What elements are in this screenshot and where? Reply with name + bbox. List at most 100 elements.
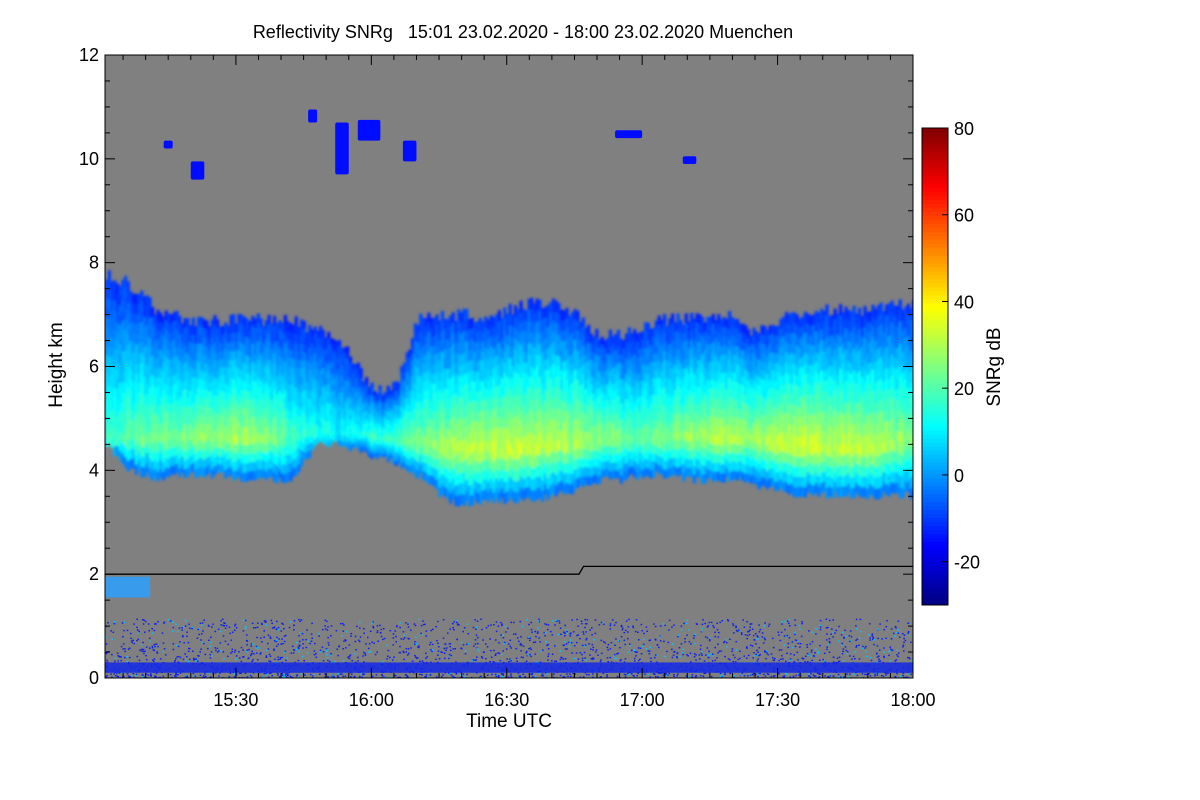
cloud-cell (400, 462, 404, 469)
cloud-cell (708, 361, 713, 372)
cloud-cell (725, 406, 729, 416)
cloud-cell (776, 344, 780, 354)
cloud-cell (167, 413, 171, 423)
cloud-cell (733, 372, 737, 382)
cloud-cell (438, 398, 442, 410)
cloud-cell (719, 409, 724, 420)
cloud-cell (700, 436, 705, 447)
cloud-cell (378, 420, 382, 425)
cloud-cell (432, 345, 437, 356)
cloud-cell (763, 441, 767, 452)
cloud-cell (175, 436, 179, 446)
cloud-cell (365, 427, 369, 432)
cloud-cell (348, 440, 353, 446)
cloud-cell (757, 462, 762, 473)
cloud-cell (378, 424, 382, 429)
cloud-cell (259, 398, 263, 408)
cloud-cell (259, 407, 263, 417)
cloud-cell (197, 414, 201, 424)
cloud-cell (681, 393, 686, 404)
cloud-cell (389, 416, 393, 421)
cloud-cell (346, 397, 350, 404)
cloud-cell (386, 448, 390, 454)
cloud-cell (578, 330, 583, 341)
cloud-cell (578, 448, 583, 459)
cloud-cell (497, 320, 502, 333)
cloud-cell (681, 367, 686, 378)
cloud-cell (367, 417, 372, 423)
cloud-cell (692, 409, 697, 420)
cloud-cell (132, 390, 136, 401)
cloud-cell (188, 439, 193, 449)
cloud-cell (486, 329, 491, 341)
cloud-cell (549, 430, 553, 443)
cloud-cell (253, 408, 258, 418)
cloud-cell (638, 395, 642, 405)
cloud-cell (749, 417, 753, 427)
cloud-cell (481, 410, 485, 422)
cloud-cell (278, 425, 282, 435)
cloud-cell (508, 433, 512, 445)
cloud-cell (744, 429, 748, 440)
cloud-cell (329, 361, 334, 369)
cloud-cell (730, 389, 734, 400)
cloud-cell (508, 476, 512, 488)
cloud-cell (635, 422, 640, 432)
cloud-cell (145, 452, 149, 463)
cloud-cell (465, 415, 469, 427)
cloud-cell (327, 434, 331, 442)
cloud-cell (262, 459, 266, 469)
cloud-cell (381, 408, 385, 413)
cloud-cell (733, 443, 737, 453)
cloud-cell (603, 370, 607, 379)
cloud-cell (684, 431, 688, 441)
cloud-cell (218, 342, 223, 352)
cloud-cell (711, 397, 715, 408)
cloud-cell (679, 371, 683, 381)
cloud-cell (660, 465, 664, 475)
cloud-cell (459, 386, 464, 399)
cloud-cell (421, 443, 426, 454)
cloud-cell (408, 390, 412, 398)
cloud-cell (405, 424, 409, 432)
cloud-cell (115, 293, 120, 304)
cloud-cell (581, 336, 585, 347)
cloud-cell (378, 428, 382, 433)
cloud-cell (630, 449, 634, 459)
cloud-cell (348, 377, 353, 384)
cloud-cell (359, 372, 363, 378)
cloud-cell (690, 367, 694, 378)
cloud-cell (668, 458, 672, 468)
cloud-cell (337, 345, 342, 353)
cloud-cell (541, 458, 545, 470)
cloud-cell (232, 323, 236, 334)
cloud-cell (267, 458, 271, 469)
cloud-cell (438, 349, 442, 361)
cloud-cell (503, 307, 507, 320)
cloud-cell (335, 396, 339, 403)
cloud-cell (690, 467, 694, 478)
cloud-cell (373, 401, 377, 407)
cloud-cell (199, 369, 204, 379)
cloud-cell (161, 352, 166, 363)
cloud-cell (492, 430, 496, 442)
cloud-cell (497, 438, 502, 450)
cloud-cell (205, 363, 209, 373)
cloud-cell (172, 329, 177, 340)
cloud-cell (129, 320, 133, 332)
cloud-cell (430, 364, 434, 374)
cloud-cell (809, 453, 813, 465)
cloud-cell (153, 377, 158, 388)
cloud-cell (763, 326, 767, 336)
cloud-cell (532, 467, 537, 480)
cloud-cell (733, 327, 737, 338)
cloud-cell (568, 473, 572, 485)
cloud-cell (798, 417, 802, 428)
cloud-cell (110, 392, 114, 402)
cloud-cell (489, 487, 493, 499)
cloud-cell (197, 449, 201, 460)
cloud-cell (600, 383, 604, 392)
cloud-cell (584, 449, 588, 459)
cloud-cell (356, 362, 361, 369)
cloud-cell (324, 378, 328, 386)
